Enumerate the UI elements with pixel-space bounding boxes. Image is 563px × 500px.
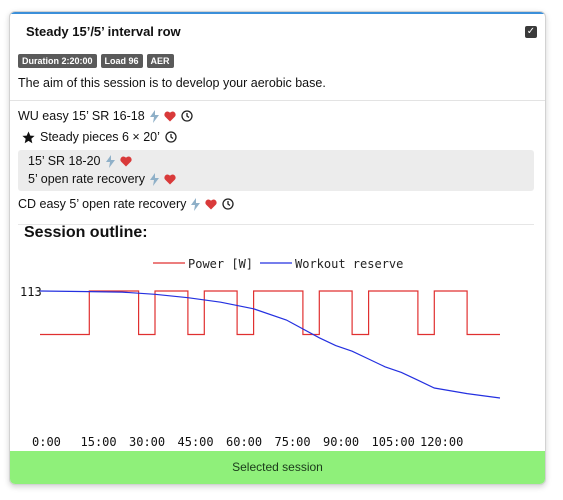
zone-badge: AER bbox=[146, 54, 174, 68]
outline-title: Session outline: bbox=[24, 224, 148, 241]
x-tick-label: 90:00 bbox=[323, 435, 359, 449]
workout-reserve-line bbox=[39, 290, 501, 399]
session-title: Steady 15’/5’ interval row bbox=[26, 24, 181, 39]
heart-icon bbox=[119, 156, 132, 167]
x-tick-label: 75:00 bbox=[275, 435, 311, 449]
clock-icon bbox=[165, 131, 177, 143]
star-icon bbox=[22, 131, 35, 144]
heart-icon bbox=[164, 111, 176, 122]
step-label: 15’ SR 18-20 bbox=[28, 154, 101, 168]
repeat-group-box bbox=[18, 150, 534, 191]
chart-legend: Power [W] Workout reserve bbox=[153, 257, 403, 271]
x-tick-label: 105:00 bbox=[372, 435, 415, 449]
step-label: Steady pieces 6 × 20’ bbox=[40, 130, 160, 144]
duration-badge: Duration 2:20:00 bbox=[18, 54, 97, 68]
x-tick-label: 15:00 bbox=[81, 435, 117, 449]
x-tick-label: 30:00 bbox=[129, 435, 165, 449]
divider bbox=[10, 100, 545, 101]
footer-label: Selected session bbox=[232, 460, 323, 474]
step-label: CD easy 5’ open rate recovery bbox=[18, 197, 187, 211]
clock-icon bbox=[181, 110, 193, 122]
badge-row: Duration 2:20:00 Load 96 AER bbox=[18, 54, 174, 68]
x-tick-label: 120:00 bbox=[420, 435, 463, 449]
chart-divider bbox=[18, 224, 534, 225]
x-tick-label: 45:00 bbox=[178, 435, 214, 449]
heart-icon bbox=[205, 199, 217, 210]
bolt-icon bbox=[149, 109, 159, 123]
step-recovery: 5’ open rate recovery bbox=[28, 172, 176, 186]
session-card[interactable]: Steady 15’/5’ interval row ✓ Duration 2:… bbox=[9, 11, 546, 485]
bolt-icon bbox=[105, 154, 115, 168]
legend-power-label: Power [W] bbox=[188, 257, 253, 271]
step-label: WU easy 15’ SR 16-18 bbox=[18, 109, 145, 123]
bolt-icon bbox=[191, 197, 201, 211]
step-cooldown: CD easy 5’ open rate recovery bbox=[18, 197, 235, 211]
step-repeat-group: Steady pieces 6 × 20’ bbox=[22, 130, 177, 144]
session-aim: The aim of this session is to develop yo… bbox=[18, 76, 326, 90]
step-warmup: WU easy 15’ SR 16-18 bbox=[18, 109, 193, 123]
x-tick-label: 60:00 bbox=[226, 435, 262, 449]
x-tick-label: 0:00 bbox=[32, 435, 61, 449]
card-accent bbox=[10, 12, 545, 14]
load-badge: Load 96 bbox=[100, 54, 143, 68]
heart-icon bbox=[164, 174, 176, 185]
power-series-line bbox=[40, 290, 500, 336]
step-work: 15’ SR 18-20 bbox=[28, 154, 132, 168]
step-label: 5’ open rate recovery bbox=[28, 172, 145, 186]
clock-icon bbox=[222, 198, 235, 210]
select-checkbox[interactable]: ✓ bbox=[525, 26, 537, 38]
y-tick-label: 113 bbox=[20, 285, 42, 299]
legend-reserve-label: Workout reserve bbox=[295, 257, 403, 271]
bolt-icon bbox=[149, 172, 159, 186]
check-icon: ✓ bbox=[526, 26, 536, 37]
session-chart: Power [W] Workout reserve 113 0:00 15:00 3… bbox=[20, 257, 501, 449]
selected-session-bar[interactable]: Selected session bbox=[10, 451, 545, 484]
